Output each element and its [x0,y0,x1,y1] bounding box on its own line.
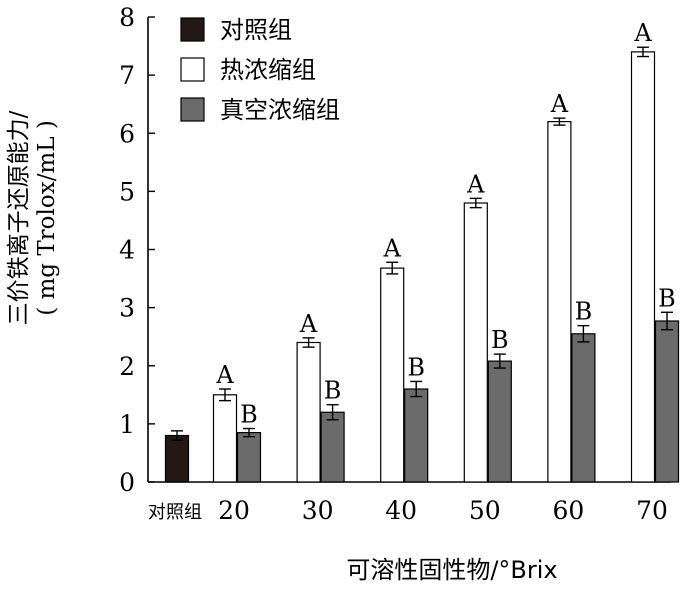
y-tick-label: 0 [119,468,135,497]
data-label-heat: A [383,234,402,262]
y-axis-label: 三价铁离子还原能力/ ( mg Trolox/mL ) [6,110,60,325]
y-tick-label: 3 [119,294,135,323]
data-label-vacuum: B [658,284,676,312]
bar-heat [630,51,656,483]
bar-vacuum [654,320,680,483]
bar-vacuum [236,431,262,483]
y-tick-label: 4 [119,236,135,265]
bar-heat [463,202,488,483]
y-tick-label: 7 [119,61,135,90]
axes: 0 1 2 3 4 5 6 7 8 对照组 20 30 40 50 60 70 [119,3,671,525]
data-label-vacuum: B [407,353,425,381]
bar-heat [380,267,405,483]
x-axis-label: 可溶性固性物/°Brix [346,556,557,584]
bar-control [164,434,190,483]
y-tick-label: 2 [119,352,135,381]
bar-heat [547,121,572,483]
data-label-vacuum: B [324,377,342,405]
legend-label: 真空浓缩组 [220,96,340,124]
bar-heat [296,341,321,483]
x-tick-label: 60 [552,496,584,525]
legend-label: 热浓缩组 [220,56,316,84]
legend-swatch [180,17,205,42]
x-tick-label: 50 [469,496,501,525]
y-tick-label: 1 [119,410,135,439]
x-tick-label-control: 对照组 [148,502,202,523]
data-label-vacuum: B [240,401,258,429]
bar-vacuum [487,360,512,483]
x-tick-label: 40 [385,496,417,525]
data-label-vacuum: B [575,298,593,326]
legend-label: 对照组 [220,16,292,44]
legend-swatch [180,57,205,82]
y-axis-label-line2: ( mg Trolox/mL ) [34,120,60,316]
data-label-heat: A [466,170,485,198]
x-tick-label: 70 [636,496,668,525]
bar-vacuum [320,411,345,483]
data-label-vacuum: B [491,326,509,354]
bar-vacuum [404,388,429,483]
x-tick-label: 30 [302,496,334,525]
legend-swatch [180,97,205,122]
bar-vacuum [571,333,596,483]
data-label-heat: A [299,310,318,338]
y-tick-label: 5 [119,177,135,206]
y-tick-label: 6 [119,119,135,148]
y-axis-label-line1: 三价铁离子还原能力/ [6,110,32,325]
bar-heat [212,394,238,483]
y-tick-label: 8 [119,3,135,32]
x-tick-label: 20 [218,496,250,525]
data-label-heat: A [633,19,652,47]
data-label-heat: A [550,90,569,118]
data-label-heat: A [215,361,234,389]
